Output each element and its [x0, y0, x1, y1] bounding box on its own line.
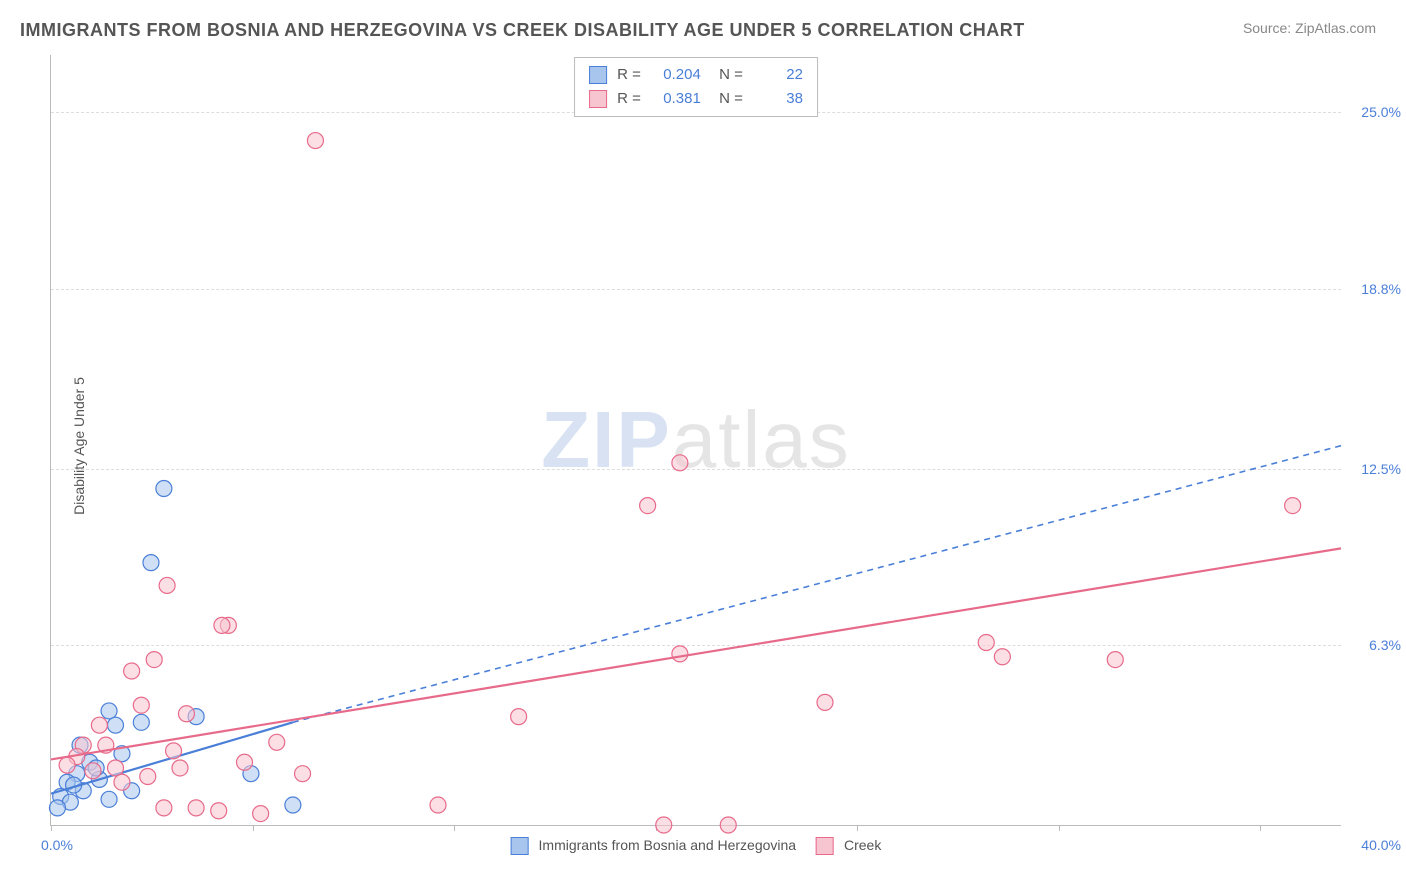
legend-swatch-pink: [589, 90, 607, 108]
n-value-1: 22: [753, 63, 803, 87]
data-point: [307, 133, 323, 149]
r-value-1: 0.204: [651, 63, 701, 87]
data-point: [143, 555, 159, 571]
data-point: [253, 806, 269, 822]
data-point: [101, 791, 117, 807]
data-point: [166, 743, 182, 759]
x-legend-item-2: Creek: [816, 837, 881, 855]
stats-row-1: R = 0.204 N = 22: [589, 63, 803, 87]
data-point: [295, 766, 311, 782]
n-label: N =: [711, 63, 743, 87]
x-legend-label-1: Immigrants from Bosnia and Herzegovina: [539, 837, 797, 853]
data-point: [133, 714, 149, 730]
x-legend-label-2: Creek: [844, 837, 881, 853]
data-point: [720, 817, 736, 833]
data-point: [237, 754, 253, 770]
data-point: [672, 455, 688, 471]
data-point: [159, 577, 175, 593]
data-point: [124, 663, 140, 679]
r-label: R =: [617, 63, 641, 87]
data-point: [188, 800, 204, 816]
source-label: Source: ZipAtlas.com: [1243, 20, 1376, 36]
data-point: [140, 769, 156, 785]
legend-swatch-blue: [589, 66, 607, 84]
data-point: [817, 694, 833, 710]
data-point: [156, 480, 172, 496]
x-tick-mark: [454, 825, 455, 831]
x-tick-mark: [51, 825, 52, 831]
x-legend-swatch-pink: [816, 837, 834, 855]
data-point: [133, 697, 149, 713]
trend-line: [51, 548, 1341, 759]
data-point: [101, 703, 117, 719]
data-point: [430, 797, 446, 813]
stats-row-2: R = 0.381 N = 38: [589, 87, 803, 111]
x-tick-mark: [857, 825, 858, 831]
data-point: [178, 706, 194, 722]
x-tick-mark: [1260, 825, 1261, 831]
data-point: [672, 646, 688, 662]
x-legend-swatch-blue: [511, 837, 529, 855]
r-label: R =: [617, 87, 641, 111]
data-point: [994, 649, 1010, 665]
data-point: [146, 652, 162, 668]
data-point: [172, 760, 188, 776]
data-point: [91, 717, 107, 733]
data-point: [85, 763, 101, 779]
data-point: [285, 797, 301, 813]
data-point: [211, 803, 227, 819]
data-point: [59, 757, 75, 773]
x-axis-legend: Immigrants from Bosnia and Herzegovina C…: [511, 837, 882, 855]
data-point: [978, 634, 994, 650]
x-legend-item-1: Immigrants from Bosnia and Herzegovina: [511, 837, 796, 855]
data-point: [156, 800, 172, 816]
data-point: [214, 617, 230, 633]
data-point: [1285, 498, 1301, 514]
r-value-2: 0.381: [651, 87, 701, 111]
data-point: [49, 800, 65, 816]
y-tick-label: 18.8%: [1361, 281, 1401, 297]
data-point: [656, 817, 672, 833]
chart-title: IMMIGRANTS FROM BOSNIA AND HERZEGOVINA V…: [20, 20, 1025, 41]
data-point: [108, 760, 124, 776]
data-point: [511, 709, 527, 725]
y-tick-label: 6.3%: [1369, 637, 1401, 653]
stats-legend: R = 0.204 N = 22 R = 0.381 N = 38: [574, 57, 818, 117]
data-point: [269, 734, 285, 750]
x-axis-min-label: 0.0%: [41, 837, 73, 853]
trend-line-dashed: [293, 446, 1341, 723]
data-point: [114, 774, 130, 790]
data-point: [640, 498, 656, 514]
n-value-2: 38: [753, 87, 803, 111]
data-point: [1107, 652, 1123, 668]
chart-area: ZIPatlas R = 0.204 N = 22 R = 0.381 N = …: [50, 55, 1341, 826]
data-point: [108, 717, 124, 733]
x-tick-mark: [1059, 825, 1060, 831]
scatter-plot-svg: [51, 55, 1341, 825]
n-label: N =: [711, 87, 743, 111]
x-tick-mark: [253, 825, 254, 831]
y-tick-label: 12.5%: [1361, 461, 1401, 477]
x-axis-max-label: 40.0%: [1361, 837, 1401, 853]
y-tick-label: 25.0%: [1361, 104, 1401, 120]
